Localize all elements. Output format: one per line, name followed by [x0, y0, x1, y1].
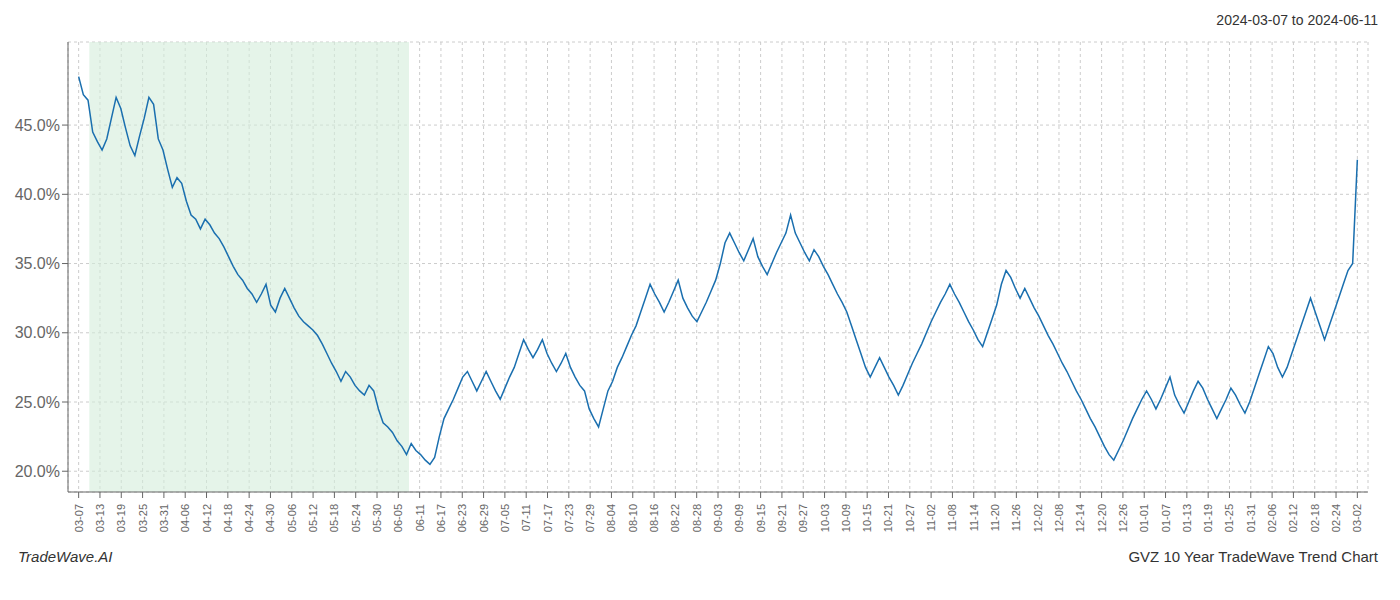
svg-text:09-21: 09-21 [776, 504, 788, 532]
svg-text:01-01: 01-01 [1138, 504, 1150, 532]
html-text:TradeWave.AI: TradeWave.AI [18, 548, 113, 565]
svg-text:40.0%: 40.0% [15, 186, 60, 203]
svg-text:07-17: 07-17 [542, 504, 554, 532]
svg-text:11-14: 11-14 [968, 504, 980, 531]
svg-text:01-13: 01-13 [1181, 504, 1193, 532]
svg-text:03-31: 03-31 [158, 504, 170, 532]
html-text:2024-03-07 to 2024-06-11: 2024-03-07 to 2024-06-11 [1216, 12, 1378, 28]
svg-text:10-09: 10-09 [840, 504, 852, 532]
svg-text:08-10: 08-10 [627, 504, 639, 532]
svg-text:01-07: 01-07 [1160, 504, 1172, 532]
svg-text:01-31: 01-31 [1245, 504, 1257, 532]
svg-text:11-02: 11-02 [925, 504, 937, 531]
svg-text:06-29: 06-29 [478, 504, 490, 532]
svg-text:03-25: 03-25 [137, 504, 149, 532]
svg-text:05-18: 05-18 [328, 504, 340, 532]
svg-text:07-29: 07-29 [584, 504, 596, 532]
svg-text:01-25: 01-25 [1223, 504, 1235, 532]
svg-text:02-12: 02-12 [1287, 504, 1299, 532]
svg-text:10-21: 10-21 [882, 504, 894, 532]
svg-text:08-22: 08-22 [669, 504, 681, 532]
svg-text:03-19: 03-19 [115, 504, 127, 532]
svg-text:09-03: 09-03 [712, 504, 724, 532]
svg-text:12-08: 12-08 [1053, 504, 1065, 532]
svg-text:04-06: 04-06 [179, 504, 191, 532]
svg-text:07-23: 07-23 [563, 504, 575, 532]
svg-text:09-09: 09-09 [733, 504, 745, 532]
svg-text:12-02: 12-02 [1032, 504, 1044, 532]
svg-text:12-14: 12-14 [1074, 504, 1086, 532]
svg-text:04-12: 04-12 [201, 504, 213, 532]
svg-text:04-18: 04-18 [222, 504, 234, 532]
svg-text:02-18: 02-18 [1309, 504, 1321, 532]
svg-text:10-15: 10-15 [861, 504, 873, 532]
svg-text:02-06: 02-06 [1266, 504, 1278, 532]
svg-text:10-27: 10-27 [904, 504, 916, 532]
svg-text:45.0%: 45.0% [15, 117, 60, 134]
svg-text:06-11: 06-11 [414, 504, 426, 531]
svg-text:06-05: 06-05 [392, 504, 404, 532]
svg-text:12-20: 12-20 [1096, 504, 1108, 532]
svg-text:06-23: 06-23 [456, 504, 468, 532]
svg-text:10-03: 10-03 [819, 504, 831, 532]
svg-text:03-02: 03-02 [1351, 504, 1363, 532]
svg-text:25.0%: 25.0% [15, 394, 60, 411]
svg-text:09-15: 09-15 [755, 504, 767, 532]
svg-text:01-19: 01-19 [1202, 504, 1214, 532]
svg-text:11-26: 11-26 [1010, 504, 1022, 531]
svg-text:03-13: 03-13 [94, 504, 106, 532]
svg-text:05-30: 05-30 [371, 504, 383, 532]
svg-text:12-26: 12-26 [1117, 504, 1129, 532]
svg-text:07-05: 07-05 [499, 504, 511, 532]
svg-text:09-27: 09-27 [797, 504, 809, 532]
svg-text:35.0%: 35.0% [15, 255, 60, 272]
svg-text:05-06: 05-06 [286, 504, 298, 532]
svg-text:05-24: 05-24 [350, 504, 362, 532]
svg-text:08-16: 08-16 [648, 504, 660, 532]
svg-text:02-24: 02-24 [1330, 504, 1342, 532]
svg-text:04-24: 04-24 [243, 504, 255, 532]
svg-text:03-07: 03-07 [73, 504, 85, 532]
html-text:GVZ 10 Year TradeWave Trend Ch: GVZ 10 Year TradeWave Trend Chart [1128, 548, 1378, 565]
svg-text:11-20: 11-20 [989, 504, 1001, 531]
svg-text:20.0%: 20.0% [15, 463, 60, 480]
svg-text:08-28: 08-28 [691, 504, 703, 532]
svg-text:07-11: 07-11 [520, 504, 532, 531]
svg-text:06-17: 06-17 [435, 504, 447, 532]
svg-text:04-30: 04-30 [264, 504, 276, 532]
svg-text:05-12: 05-12 [307, 504, 319, 532]
svg-text:08-04: 08-04 [605, 504, 617, 532]
svg-text:30.0%: 30.0% [15, 324, 60, 341]
svg-text:11-08: 11-08 [946, 504, 958, 531]
